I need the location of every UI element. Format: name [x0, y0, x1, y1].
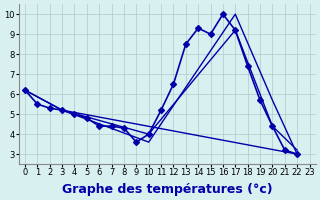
- X-axis label: Graphe des températures (°c): Graphe des températures (°c): [62, 183, 273, 196]
